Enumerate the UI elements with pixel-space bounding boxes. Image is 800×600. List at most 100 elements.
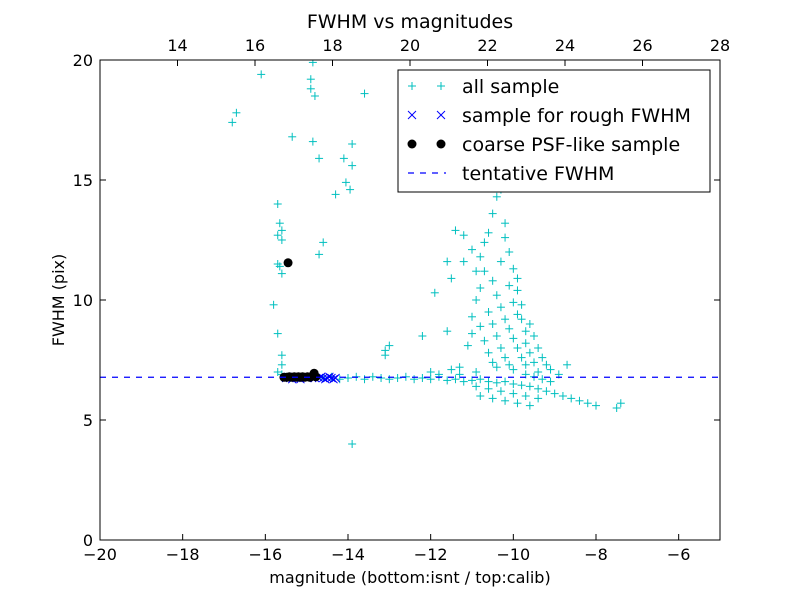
data-point (509, 334, 518, 343)
data-point (451, 226, 460, 235)
data-point (455, 370, 464, 379)
data-point (443, 376, 452, 385)
data-point (273, 368, 282, 376)
x-tick-label: −18 (166, 545, 200, 564)
y-axis-label: FWHM (pix) (49, 254, 68, 347)
top-x-tick-label: 28 (710, 36, 730, 55)
data-point (348, 440, 357, 448)
data-point (496, 344, 505, 352)
data-point (228, 118, 237, 127)
data-point (517, 381, 526, 390)
data-point (546, 377, 555, 386)
top-x-tick-label: 16 (245, 36, 265, 55)
data-point (472, 267, 481, 276)
data-point (521, 339, 530, 348)
data-point (283, 258, 293, 268)
top-x-tick-label: 22 (477, 36, 497, 55)
legend: all sample sample for rough FWHM coarse PS… (397, 69, 711, 193)
data-point (509, 264, 518, 273)
data-point (616, 399, 625, 408)
data-point (509, 380, 518, 388)
data-point (257, 70, 266, 79)
data-point (319, 238, 328, 247)
data-point (315, 154, 324, 163)
data-point (542, 360, 551, 369)
data-point (430, 288, 439, 297)
data-point (538, 375, 547, 384)
data-point (339, 154, 348, 163)
data-point (575, 396, 584, 405)
data-point (496, 387, 505, 396)
x-tick-label: −14 (331, 545, 365, 564)
data-point (273, 231, 282, 240)
data-point (525, 382, 534, 391)
data-point (418, 374, 427, 382)
data-point (538, 353, 547, 362)
data-point (426, 368, 435, 376)
data-point (488, 209, 497, 218)
data-point (311, 372, 321, 382)
data-point (509, 298, 518, 307)
data-point (447, 365, 456, 374)
data-point (530, 332, 538, 340)
data-point (480, 238, 489, 247)
legend-label: tentative FWHM (462, 163, 614, 185)
legend-marker (407, 139, 417, 149)
data-point (476, 375, 485, 384)
data-point (501, 353, 510, 362)
data-point (546, 365, 555, 374)
data-point (308, 137, 317, 146)
data-point (385, 375, 394, 384)
legend-marker (437, 82, 445, 90)
y-tick-label: 0 (83, 531, 93, 550)
data-point (488, 276, 497, 285)
x-tick-label: −10 (496, 545, 530, 564)
data-point (348, 161, 357, 170)
data-point (492, 192, 501, 201)
data-point (484, 228, 493, 237)
legend-marker (408, 82, 416, 90)
data-point (530, 358, 538, 367)
data-point (418, 332, 427, 340)
data-point (472, 382, 481, 391)
data-point (315, 250, 324, 259)
data-point (341, 178, 350, 187)
data-point (277, 360, 286, 369)
data-point (306, 84, 315, 93)
data-point (472, 296, 481, 304)
data-point (517, 315, 526, 324)
data-point (492, 363, 501, 372)
data-point (368, 372, 377, 381)
data-point (277, 351, 286, 360)
data-point (509, 365, 518, 374)
data-point (525, 348, 534, 357)
data-point (393, 374, 402, 382)
data-point (488, 394, 497, 403)
data-point (612, 404, 621, 412)
data-point (534, 384, 543, 393)
data-point (558, 392, 567, 400)
legend-box (397, 69, 711, 193)
data-point (476, 284, 485, 292)
data-point (344, 374, 352, 382)
data-point (459, 377, 468, 386)
y-tick-label: 20 (73, 51, 93, 70)
data-point (468, 245, 476, 254)
data-point (492, 332, 501, 340)
y-tick-label: 15 (73, 171, 93, 190)
data-point (517, 300, 526, 309)
data-point (505, 360, 514, 369)
data-point (525, 320, 534, 328)
data-point (360, 89, 369, 98)
data-point (331, 373, 340, 383)
data-point (501, 219, 510, 228)
data-point (385, 341, 394, 350)
data-point (360, 375, 369, 384)
data-point (521, 327, 530, 336)
data-point (488, 320, 497, 328)
series-2 (279, 258, 321, 382)
data-point (542, 387, 551, 396)
x-tick-label: −12 (414, 545, 448, 564)
data-point (273, 200, 282, 208)
data-point (484, 308, 493, 316)
